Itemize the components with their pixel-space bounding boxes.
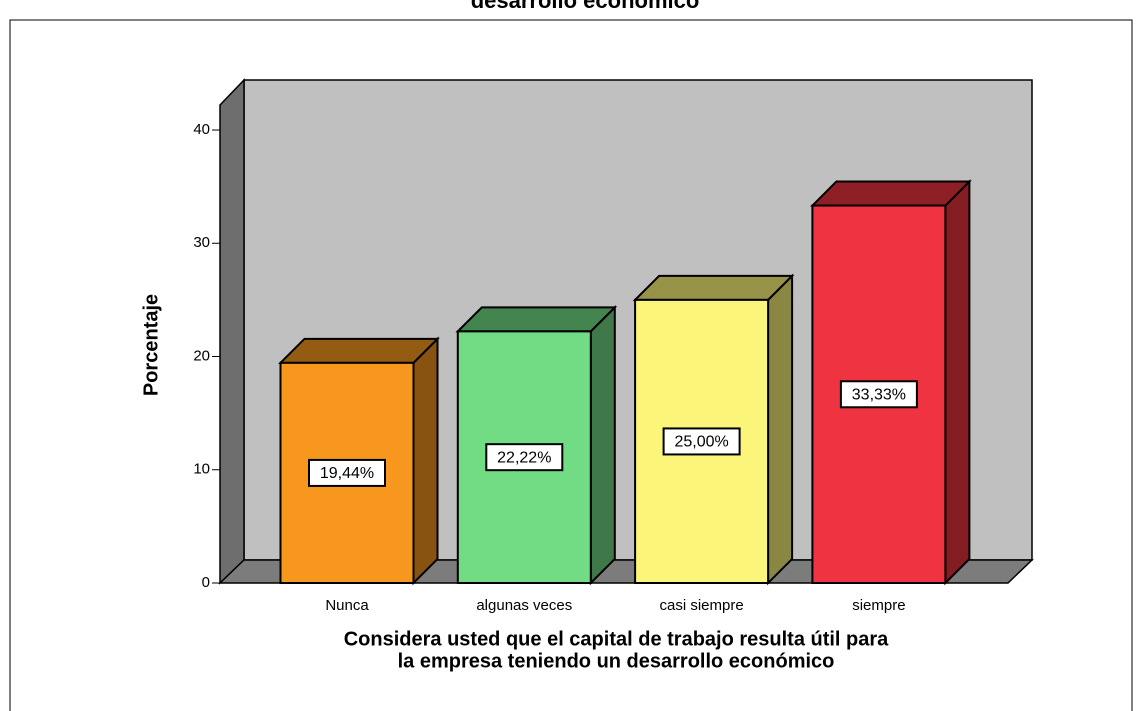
y-tick-label: 0 [202, 574, 210, 591]
value-label-box [485, 443, 564, 472]
x-tick-label: casi siempre [659, 597, 743, 614]
value-label: 25,00% [674, 434, 728, 451]
x-axis-label: Considera usted que el capital de trabaj… [344, 628, 889, 650]
bar-side [412, 336, 439, 586]
y-tick-label: 20 [193, 347, 210, 364]
x-tick-label: algunas veces [476, 597, 572, 614]
chart-title: desarrollo económico [471, 0, 700, 13]
bar-side [589, 304, 616, 586]
side-wall [219, 78, 245, 585]
bar [634, 298, 770, 584]
value-label-box [839, 380, 918, 409]
y-tick-label: 10 [193, 461, 210, 478]
x-axis-label: la empresa teniendo un desarrollo económ… [398, 650, 835, 672]
bar-side [944, 179, 971, 586]
bar-top [632, 274, 795, 301]
bar-top [809, 180, 972, 207]
x-tick-label: Nunca [325, 597, 369, 614]
x-tick-label: siempre [852, 597, 905, 614]
y-tick-label: 30 [193, 234, 210, 251]
value-label: 22,22% [497, 449, 551, 466]
value-label-box [308, 458, 386, 487]
value-label-box [662, 427, 741, 456]
bar-side [767, 273, 794, 586]
bar-top [278, 337, 440, 364]
value-label: 19,44% [320, 465, 374, 482]
y-tick-label: 40 [193, 121, 210, 138]
y-axis-label: Porcentaje [140, 294, 162, 396]
value-label: 33,33% [852, 386, 906, 403]
bar-top [455, 306, 618, 333]
